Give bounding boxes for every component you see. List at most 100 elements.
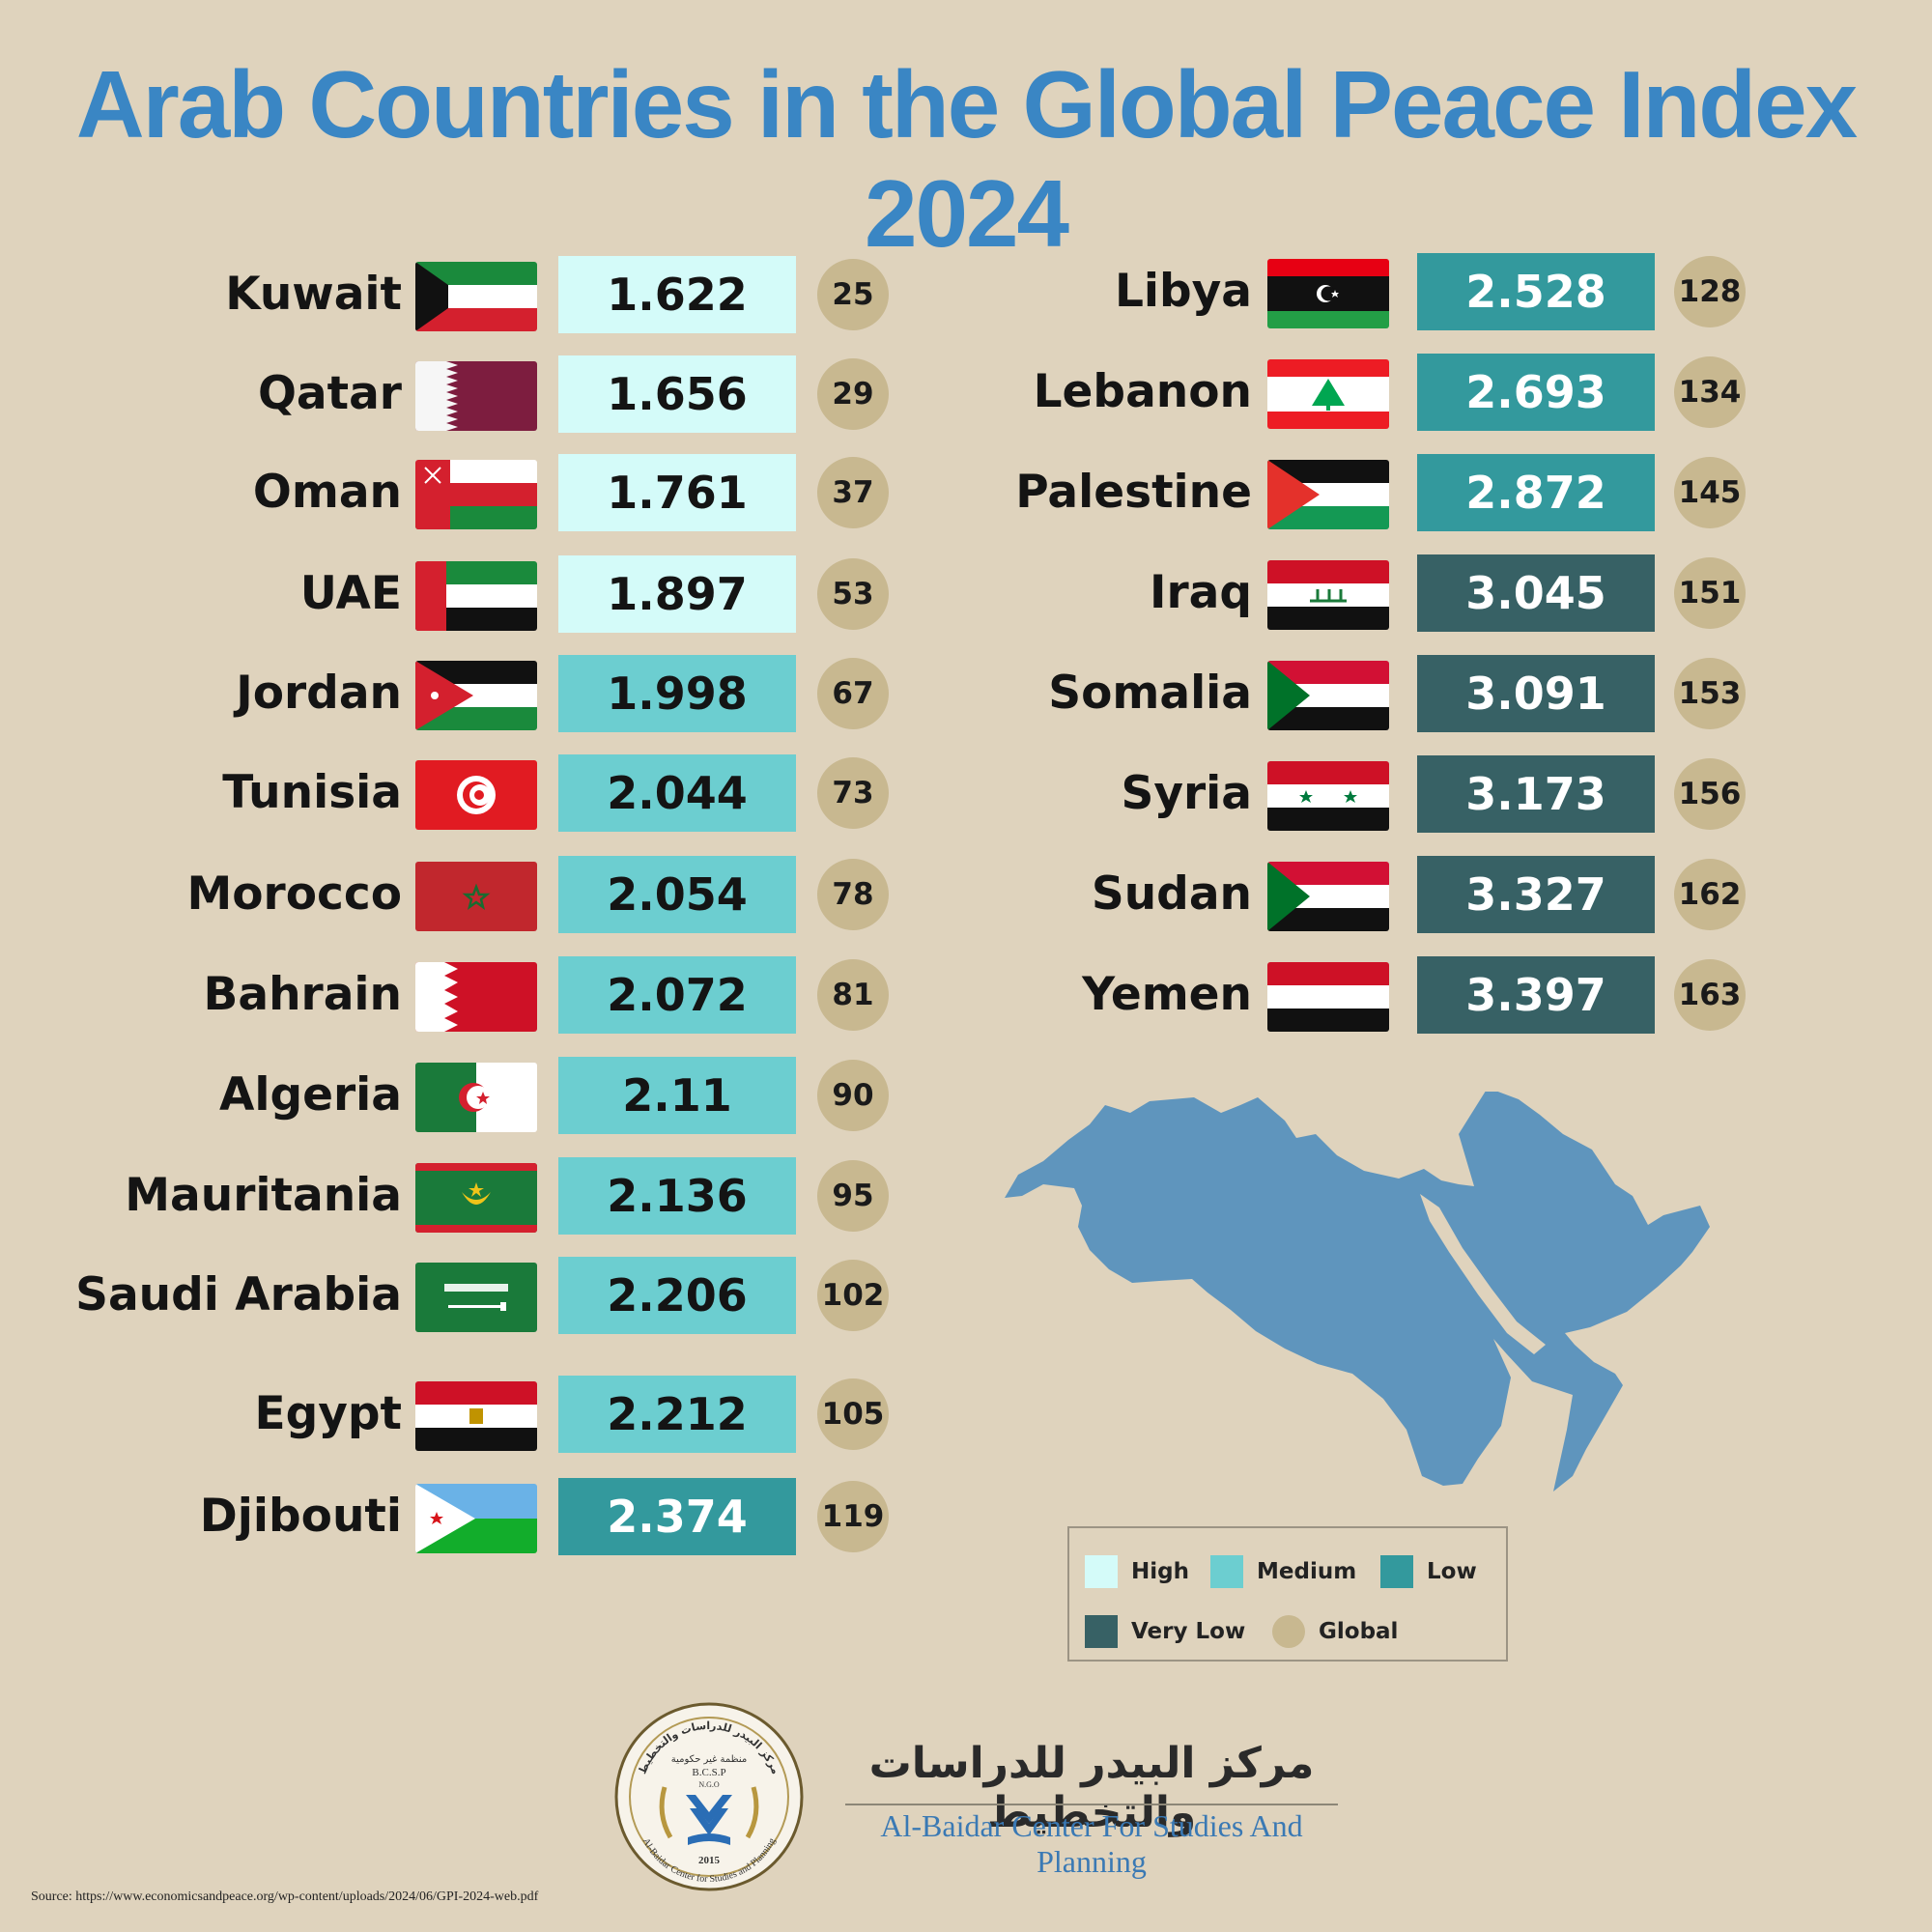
score-libya: 2.528	[1417, 253, 1655, 330]
tunisia-flag-icon	[415, 760, 537, 830]
score-lebanon: 2.693	[1417, 354, 1655, 431]
table-row: Yemen 3.397 163	[0, 956, 1932, 1034]
global-rank-bahrain: 81	[817, 959, 889, 1031]
country-name-mauritania: Mauritania	[125, 1169, 402, 1222]
country-name-kuwait: Kuwait	[225, 268, 402, 321]
iraq-flag-icon	[1267, 560, 1389, 630]
score-qatar: 1.656	[558, 355, 796, 433]
table-row: Somalia 3.091 153	[0, 655, 1932, 732]
qatar-flag-icon	[415, 361, 537, 431]
global-rank-saudi-arabia: 102	[817, 1260, 889, 1331]
table-row: Sudan 3.327 162	[0, 856, 1932, 933]
table-row: UAE 1.897 53	[0, 555, 1932, 633]
country-name-egypt: Egypt	[254, 1387, 403, 1440]
table-row: Bahrain 2.072 81	[0, 956, 1932, 1034]
global-rank-syria: 156	[1674, 758, 1746, 830]
country-name-djibouti: Djibouti	[199, 1490, 402, 1543]
global-rank-djibouti: 119	[817, 1481, 889, 1552]
table-row: Oman 1.761 37	[0, 454, 1932, 531]
table-row: Palestine 2.872 145	[0, 454, 1932, 531]
arab-world-map-icon	[1005, 1092, 1710, 1492]
global-rank-tunisia: 73	[817, 757, 889, 829]
country-name-uae: UAE	[299, 567, 402, 620]
organization-name-arabic: مركز البيدر للدراسات والتخطيط	[868, 1739, 1315, 1837]
global-rank-kuwait: 25	[817, 259, 889, 330]
seal-year: 2015	[698, 1855, 721, 1866]
global-rank-lebanon: 134	[1674, 356, 1746, 428]
yemen-flag-icon	[1267, 962, 1389, 1032]
country-name-oman: Oman	[252, 466, 402, 519]
score-mauritania: 2.136	[558, 1157, 796, 1235]
egypt-flag-icon	[415, 1381, 537, 1451]
page-title: Arab Countries in the Global Peace Index…	[75, 51, 1858, 267]
country-name-yemen: Yemen	[1082, 968, 1252, 1021]
country-name-lebanon: Lebanon	[1033, 365, 1252, 418]
country-name-morocco: Morocco	[186, 867, 402, 921]
country-name-palestine: Palestine	[1015, 466, 1252, 519]
legend-label-global: Global	[1319, 1619, 1399, 1644]
palestine-flag-icon	[1267, 460, 1389, 529]
country-name-saudi-arabia: Saudi Arabia	[75, 1268, 402, 1321]
djibouti-flag-icon	[415, 1484, 537, 1553]
legend-swatch-global	[1272, 1615, 1305, 1648]
source-note: Source: https://www.economicsandpeace.or…	[31, 1889, 539, 1904]
baidar-center-seal-icon: مركز البيدر للدراسات والتخطيط Al-Baidar …	[614, 1702, 804, 1891]
country-name-jordan: Jordan	[236, 667, 402, 720]
legend-label-medium: Medium	[1257, 1559, 1357, 1584]
legend-swatch-very-low	[1085, 1615, 1118, 1648]
country-name-algeria: Algeria	[218, 1068, 402, 1122]
legend-swatch-medium	[1210, 1555, 1243, 1588]
score-algeria: 2.11	[558, 1057, 796, 1134]
kuwait-flag-icon	[415, 262, 537, 331]
score-oman: 1.761	[558, 454, 796, 531]
legend-swatch-low	[1380, 1555, 1413, 1588]
table-row: Lebanon 2.693 134	[0, 354, 1932, 431]
legend-label-high: High	[1131, 1559, 1189, 1584]
score-uae: 1.897	[558, 555, 796, 633]
global-rank-algeria: 90	[817, 1060, 889, 1131]
table-row: Egypt 2.212 105	[0, 1376, 1932, 1453]
libya-flag-icon	[1267, 259, 1389, 328]
lebanon-flag-icon	[1267, 359, 1389, 429]
organization-divider	[845, 1804, 1338, 1805]
sudan-flag-icon	[1267, 862, 1389, 931]
seal-abbreviation: B.C.S.P	[692, 1767, 725, 1778]
score-tunisia: 2.044	[558, 754, 796, 832]
score-sudan: 3.327	[1417, 856, 1655, 933]
score-palestine: 2.872	[1417, 454, 1655, 531]
table-row: Morocco 2.054 78	[0, 856, 1932, 933]
table-row: Mauritania 2.136 95	[0, 1157, 1932, 1235]
global-rank-palestine: 145	[1674, 457, 1746, 528]
global-rank-jordan: 67	[817, 658, 889, 729]
country-name-sudan: Sudan	[1091, 867, 1252, 921]
score-yemen: 3.397	[1417, 956, 1655, 1034]
oman-flag-icon	[415, 460, 537, 529]
score-morocco: 2.054	[558, 856, 796, 933]
score-iraq: 3.045	[1417, 554, 1655, 632]
country-name-tunisia: Tunisia	[222, 766, 402, 819]
score-djibouti: 2.374	[558, 1478, 796, 1555]
legend: High Medium Low Very Low Global	[1067, 1526, 1508, 1662]
global-rank-oman: 37	[817, 457, 889, 528]
table-row: Djibouti 2.374 119	[0, 1478, 1932, 1555]
morocco-flag-icon	[415, 862, 537, 931]
saudi-arabia-flag-icon	[415, 1263, 537, 1332]
table-row: Syria 3.173 156	[0, 755, 1932, 833]
global-rank-yemen: 163	[1674, 959, 1746, 1031]
syria-flag-icon	[1267, 761, 1389, 831]
global-rank-uae: 53	[817, 558, 889, 630]
global-rank-sudan: 162	[1674, 859, 1746, 930]
country-name-qatar: Qatar	[257, 367, 402, 420]
global-rank-egypt: 105	[817, 1378, 889, 1450]
global-rank-iraq: 151	[1674, 557, 1746, 629]
seal-ngo: N.G.O	[698, 1780, 720, 1789]
score-somalia: 3.091	[1417, 655, 1655, 732]
seal-subtitle-arabic: منظمة غير حكومية	[671, 1754, 747, 1765]
somalia-flag-icon	[1267, 661, 1389, 730]
organization-name-english: Al-Baidar Center For Studies And Plannin…	[880, 1808, 1303, 1879]
legend-label-very-low: Very Low	[1131, 1619, 1246, 1644]
jordan-flag-icon	[415, 661, 537, 730]
global-rank-morocco: 78	[817, 859, 889, 930]
country-name-syria: Syria	[1121, 767, 1253, 820]
legend-swatch-high	[1085, 1555, 1118, 1588]
